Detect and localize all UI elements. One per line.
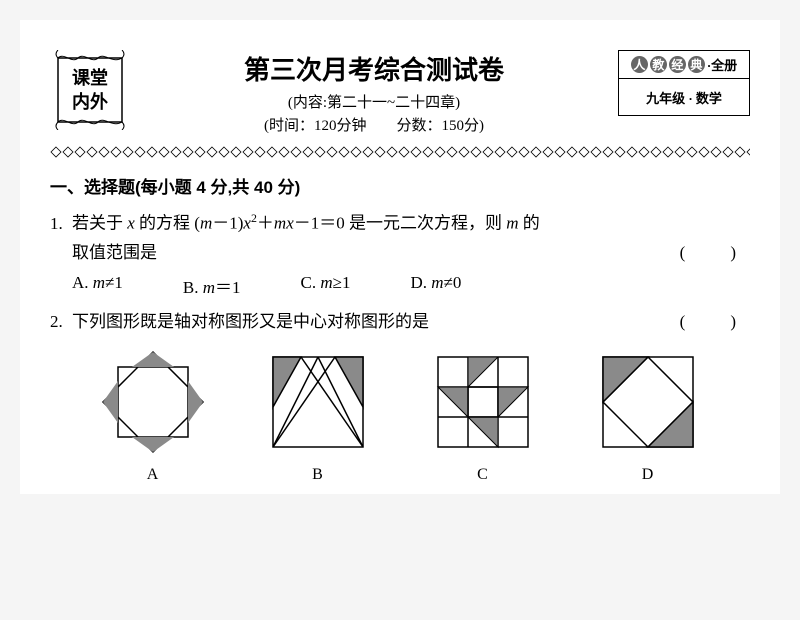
figure-c: C [428, 347, 538, 484]
exam-page: 课堂 内外 第三次月考综合测试卷 (内容:第二十一~二十四章) (时间：120分… [20, 20, 780, 494]
section-heading: 一、选择题(每小题 4 分,共 40 分) [50, 173, 750, 198]
book-circle: 经 [669, 56, 686, 73]
figure-b-svg [263, 347, 373, 457]
figure-b: B [263, 347, 373, 484]
book-circle: 教 [650, 56, 667, 73]
q1-number: 1. [50, 210, 72, 239]
book-info-box: 人 教 经 典 ·全册 九年级 · 数学 [618, 50, 750, 116]
answer-blank: ( ) [680, 308, 750, 337]
figure-d: D [593, 347, 703, 484]
q1-text: 若关于 x 的方程 (m－1)x2＋mx－1＝0 是一元二次方程，则 m 的 [72, 208, 750, 239]
book-circle: 人 [631, 56, 648, 73]
ornament-box: 课堂 内外 [50, 50, 130, 130]
book-suffix: ·全册 [707, 55, 737, 74]
exam-time-score: (时间：120分钟 分数：150分) [140, 114, 608, 135]
figure-a: A [98, 347, 208, 484]
question-1: 1. 若关于 x 的方程 (m－1)x2＋mx－1＝0 是一元二次方程，则 m … [50, 208, 750, 267]
figure-d-svg [593, 347, 703, 457]
q2-number: 2. [50, 308, 72, 337]
q1-text-line2: 取值范围是 ( ) [72, 239, 750, 268]
book-series: 人 教 经 典 ·全册 [619, 51, 749, 79]
q1-option-c: C. m≥1 [301, 273, 351, 298]
q1-option-d: D. m≠0 [411, 273, 462, 298]
title-block: 第三次月考综合测试卷 (内容:第二十一~二十四章) (时间：120分钟 分数：1… [140, 50, 608, 137]
q1-option-b: B. m＝1 [183, 273, 241, 298]
figure-b-label: B [263, 466, 373, 484]
q2-text: 下列图形既是轴对称图形又是中心对称图形的是 ( ) [72, 308, 750, 337]
book-circle: 典 [688, 56, 705, 73]
figure-a-svg [98, 347, 208, 457]
q2-figures: A B [50, 347, 750, 484]
question-2: 2. 下列图形既是轴对称图形又是中心对称图形的是 ( ) [50, 308, 750, 337]
exam-title: 第三次月考综合测试卷 [140, 50, 608, 87]
exam-content-range: (内容:第二十一~二十四章) [140, 91, 608, 112]
figure-c-svg [428, 347, 538, 457]
q1-option-a: A. m≠1 [72, 273, 123, 298]
answer-blank: ( ) [680, 239, 750, 268]
ornament-icon: 课堂 内外 [50, 50, 130, 130]
figure-c-label: C [428, 466, 538, 484]
ornament-text-bottom: 内外 [72, 91, 108, 112]
figure-d-label: D [593, 466, 703, 484]
book-grade: 九年级 · 数学 [619, 79, 749, 115]
q1-options: A. m≠1 B. m＝1 C. m≥1 D. m≠0 [50, 273, 750, 298]
decorative-border [50, 145, 750, 157]
figure-a-label: A [98, 466, 208, 484]
header: 课堂 内外 第三次月考综合测试卷 (内容:第二十一~二十四章) (时间：120分… [50, 50, 750, 137]
ornament-text-top: 课堂 [72, 67, 108, 88]
